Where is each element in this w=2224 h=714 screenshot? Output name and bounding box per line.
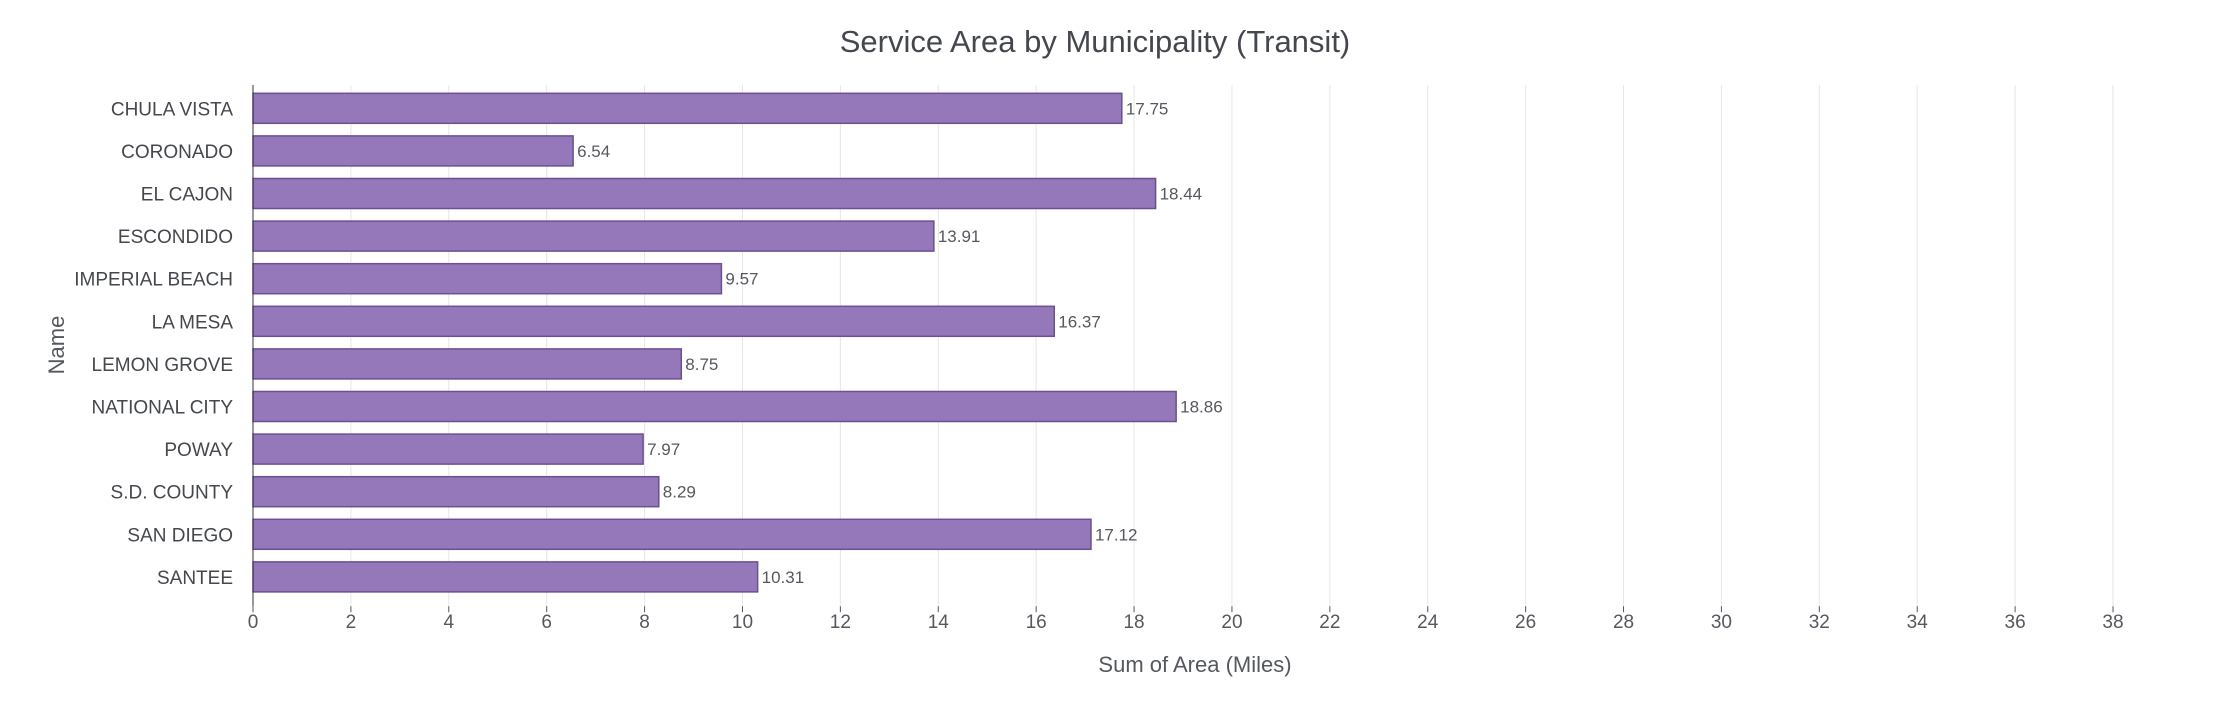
y-category-label: SAN DIEGO [127, 525, 233, 546]
bar-value-label: 18.86 [1180, 398, 1223, 417]
x-tick-label: 14 [928, 612, 950, 633]
y-category-label: CHULA VISTA [111, 99, 233, 120]
category-label-layer: CHULA VISTA CORONADO EL CAJON ESCONDIDO IMPE… [74, 99, 233, 589]
x-tick-label: 4 [444, 612, 455, 633]
bar[interactable] [252, 475, 660, 508]
bar-value-label: 17.75 [1126, 99, 1169, 118]
x-tick-label: 28 [1613, 612, 1634, 633]
bar[interactable] [252, 305, 1056, 338]
bar-value-label: 18.44 [1160, 185, 1203, 204]
y-category-label: LEMON GROVE [92, 355, 233, 376]
x-tick-label: 38 [2102, 612, 2123, 633]
y-axis-title: Name [44, 316, 69, 375]
y-category-label: CORONADO [121, 142, 233, 163]
x-tick-label: 8 [639, 612, 650, 633]
bar-value-label: 9.57 [725, 270, 758, 289]
x-tick-label: 10 [732, 612, 753, 633]
y-category-label: LA MESA [152, 312, 234, 333]
x-tick-label: 6 [541, 612, 552, 633]
x-tick-label: 12 [830, 612, 851, 633]
bar[interactable] [252, 561, 759, 593]
y-category-label: S.D. COUNTY [111, 483, 234, 504]
bar-value-label: 10.31 [762, 568, 805, 587]
x-tick-layer: 0 2 4 6 8 10 12 14 16 18 20 22 24 26 28 30 32 34 36 38 [248, 606, 2124, 633]
x-tick-label: 2 [346, 612, 357, 633]
y-category-label: ESCONDIDO [118, 227, 233, 248]
y-category-label: IMPERIAL BEACH [74, 270, 233, 291]
x-tick-label: 24 [1417, 612, 1439, 633]
bar[interactable] [252, 433, 644, 465]
y-category-label: POWAY [164, 440, 233, 461]
x-tick-label: 36 [2005, 612, 2026, 633]
bar-value-label: 16.37 [1058, 312, 1101, 331]
x-tick-label: 22 [1319, 612, 1340, 633]
bar-value-label: 8.75 [685, 355, 718, 374]
x-axis-title: Sum of Area (Miles) [1098, 652, 1291, 677]
x-tick-label: 16 [1026, 612, 1047, 633]
bar-layer [252, 92, 1177, 593]
bar[interactable] [252, 135, 574, 167]
x-tick-label: 26 [1515, 612, 1536, 633]
bar-value-label: 17.12 [1095, 525, 1138, 544]
bar-value-label: 6.54 [577, 142, 610, 161]
bar-value-label: 8.29 [663, 483, 696, 502]
x-tick-label: 0 [248, 612, 259, 633]
x-tick-label: 30 [1711, 612, 1732, 633]
y-category-label: SANTEE [157, 568, 233, 589]
y-category-label: NATIONAL CITY [92, 398, 234, 419]
bar-value-label: 13.91 [938, 227, 981, 246]
x-tick-label: 20 [1221, 612, 1242, 633]
chart-title: Service Area by Municipality (Transit) [840, 24, 1351, 59]
bar[interactable] [252, 390, 1177, 423]
value-label-layer: 17.75 6.54 18.44 13.91 9.57 16.37 8.75 18.86 7.9… [577, 99, 1223, 587]
x-tick-label: 18 [1123, 612, 1144, 633]
bar[interactable] [252, 92, 1123, 125]
grid-layer [350, 85, 2114, 607]
bar[interactable] [252, 177, 1157, 210]
x-tick-label: 32 [1809, 612, 1830, 633]
bar[interactable] [252, 220, 935, 252]
y-category-label: EL CAJON [141, 185, 233, 206]
x-tick-label: 34 [1907, 612, 1929, 633]
bar[interactable] [252, 518, 1092, 551]
bar-value-label: 7.97 [647, 440, 680, 459]
bar[interactable] [252, 262, 723, 295]
bar[interactable] [252, 348, 683, 380]
